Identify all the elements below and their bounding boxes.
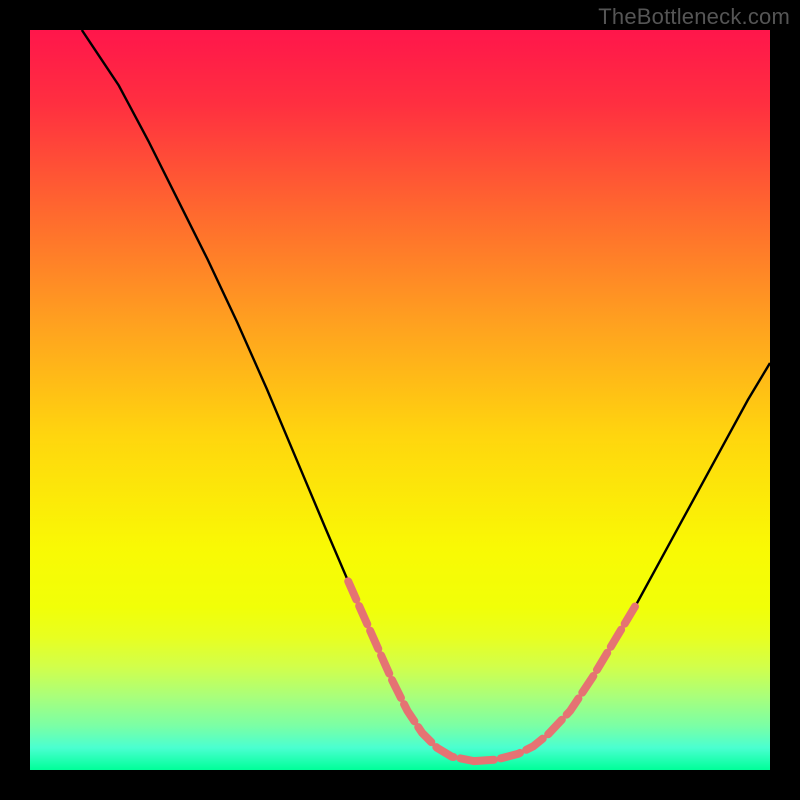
watermark-text: TheBottleneck.com xyxy=(598,4,790,30)
gradient-background xyxy=(30,30,770,770)
chart-svg xyxy=(30,30,770,770)
plot-area xyxy=(30,30,770,770)
chart-container: TheBottleneck.com xyxy=(0,0,800,800)
